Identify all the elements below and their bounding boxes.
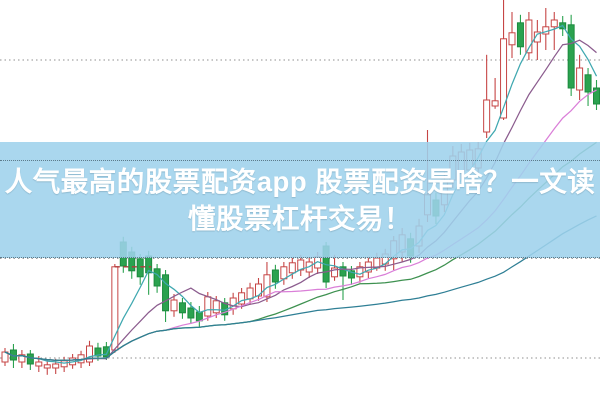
banner-title-line-2: 懂股票杠杆交易！	[188, 202, 412, 234]
banner-title-line-1: 人气最高的股票配资app 股票配资是啥？一文读	[4, 165, 596, 197]
gridline-overlay	[0, 160, 600, 161]
ma-line-ma60	[4, 215, 597, 361]
ma-line-ma5	[4, 24, 598, 364]
title-banner: 人气最高的股票配资app 股票配资是啥？一文读 懂股票杠杆交易！	[0, 142, 600, 258]
